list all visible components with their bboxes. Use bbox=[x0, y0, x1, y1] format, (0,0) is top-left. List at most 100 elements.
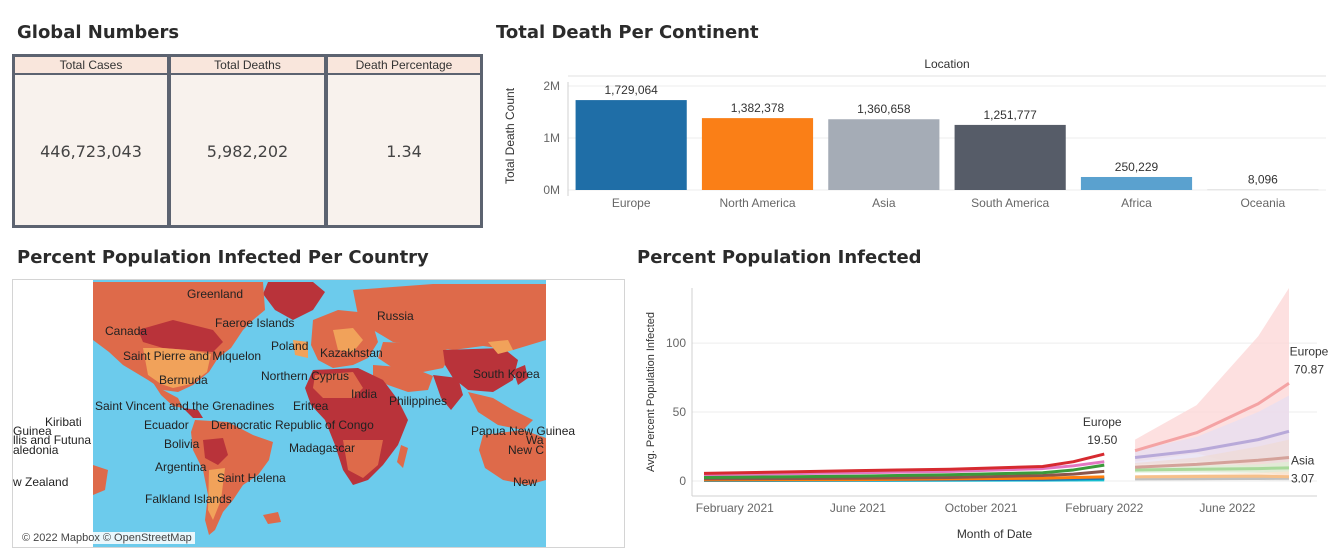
bar-oceania[interactable] bbox=[1207, 189, 1319, 191]
forecast-line[interactable] bbox=[1134, 382, 1290, 453]
map-labels: Greenland Faeroe Islands Russia Canada Polan… bbox=[13, 287, 575, 506]
series-line[interactable] bbox=[703, 460, 1105, 477]
uk-shape bbox=[293, 340, 308, 358]
map-label: Democratic Republic of Congo bbox=[211, 418, 374, 432]
map-label: llis and Futuna bbox=[13, 433, 91, 447]
map-label: Bermuda bbox=[159, 373, 208, 387]
forecast-line[interactable] bbox=[1135, 466, 1290, 472]
bar-value-label: 1,251,777 bbox=[983, 108, 1037, 122]
greenland-shape bbox=[263, 282, 325, 320]
india-shape bbox=[433, 375, 463, 410]
total-cases-value: 446,723,043 bbox=[40, 142, 142, 161]
bar-value-label: 250,229 bbox=[1115, 160, 1159, 174]
map-label: Saint Helena bbox=[217, 471, 286, 485]
bar-value-label: 8,096 bbox=[1248, 173, 1278, 187]
mongolia-shape bbox=[488, 340, 513, 354]
line-x-tick: June 2022 bbox=[1199, 501, 1255, 515]
annotation-label: Europe bbox=[1083, 415, 1122, 429]
bar-value-label: 1,382,378 bbox=[731, 101, 785, 115]
total-deaths-value: 5,982,202 bbox=[206, 142, 289, 161]
bar-south-america[interactable] bbox=[954, 124, 1066, 190]
death-percentage-value: 1.34 bbox=[386, 142, 422, 161]
map-label: aledonia bbox=[13, 443, 59, 457]
bar-category-label: Asia bbox=[872, 196, 896, 210]
madagascar-shape bbox=[397, 445, 408, 468]
series-line[interactable] bbox=[703, 463, 1105, 480]
forecast-line[interactable] bbox=[1135, 474, 1290, 479]
line-y-label: Avg. Percent Population Infected bbox=[645, 312, 657, 472]
map-label: Argentina bbox=[155, 460, 207, 474]
bar-europe[interactable] bbox=[575, 100, 687, 190]
death-percentage-header: Death Percentage bbox=[328, 54, 480, 75]
bar-category-label: South America bbox=[971, 196, 1049, 210]
line-x-tick: June 2021 bbox=[830, 501, 886, 515]
map-label: Madagascar bbox=[289, 441, 355, 455]
map-label: Guinea bbox=[13, 424, 52, 438]
bar-value-label: 1,729,064 bbox=[604, 83, 658, 97]
total-death-bar-chart: Location 0M 1M 2M Total Death Count 1,729,064… bbox=[503, 57, 1326, 210]
usa-shape bbox=[143, 348, 211, 388]
forecast-line[interactable] bbox=[1134, 456, 1290, 469]
bar-value-label: 1,360,658 bbox=[857, 102, 911, 116]
map-label: Ecuador bbox=[144, 418, 189, 432]
map-label: Falkland Islands bbox=[145, 492, 232, 506]
mexico-shape bbox=[148, 375, 183, 408]
annotation-value: 3.07 bbox=[1291, 472, 1315, 486]
map-label: New bbox=[513, 475, 537, 489]
bolivia-peru-shape bbox=[203, 438, 228, 465]
total-deaths-column: Total Deaths 5,982,202 bbox=[168, 54, 327, 228]
infection-map[interactable]: Greenland Faeroe Islands Russia Canada Polan… bbox=[12, 279, 625, 548]
central-america-shape bbox=[183, 408, 203, 418]
total-deaths-header: Total Deaths bbox=[171, 54, 324, 75]
line-x-label: Month of Date bbox=[957, 527, 1033, 541]
map-label: Papua New Guinea bbox=[471, 424, 575, 438]
forecast-line[interactable] bbox=[1134, 429, 1290, 460]
annotation-label: Europe bbox=[1290, 344, 1329, 358]
map-label: Kazakhstan bbox=[320, 346, 383, 360]
bar-asia[interactable] bbox=[828, 119, 940, 190]
forecast-band bbox=[1135, 395, 1289, 465]
canada-south-shape bbox=[138, 320, 223, 352]
central-europe-shape bbox=[333, 328, 363, 352]
southeast-asia-shape bbox=[468, 392, 533, 430]
bar-category-label: North America bbox=[719, 196, 795, 210]
north-africa-shape bbox=[313, 372, 363, 398]
global-numbers-title: Global Numbers bbox=[17, 22, 180, 43]
bar-north-america[interactable] bbox=[701, 118, 814, 190]
line-y-tick: 50 bbox=[673, 405, 687, 419]
map-label: Faeroe Islands bbox=[215, 316, 294, 330]
kazakhstan-shape bbox=[378, 342, 453, 372]
percent-infected-line-chart: 0 50 100 Avg. Percent Population Infected Fe… bbox=[645, 288, 1329, 541]
map-label: New C bbox=[508, 443, 544, 457]
map-attribution: © 2022 Mapbox © OpenStreetMap bbox=[19, 532, 195, 544]
bar-y-tick: 1M bbox=[543, 131, 560, 145]
korea-japan-shape bbox=[513, 365, 528, 385]
new-zealand-shape bbox=[93, 465, 108, 495]
line-x-tick: February 2022 bbox=[1065, 501, 1143, 515]
line-chart-title: Percent Population Infected bbox=[637, 247, 922, 268]
falkland-shape bbox=[263, 512, 281, 524]
map-label: Russia bbox=[377, 309, 414, 323]
total-cases-column: Total Cases 446,723,043 bbox=[12, 54, 170, 228]
map-title: Percent Population Infected Per Country bbox=[17, 247, 429, 268]
forecast-line[interactable] bbox=[1135, 476, 1290, 481]
map-label: Northern Cyprus bbox=[261, 369, 349, 383]
annotation-label: Asia bbox=[1291, 454, 1315, 468]
world-map[interactable]: Greenland Faeroe Islands Russia Canada Polan… bbox=[13, 280, 625, 548]
bar-y-label: Total Death Count bbox=[503, 87, 517, 184]
series-line[interactable] bbox=[703, 452, 1105, 475]
map-label: Kiribati bbox=[45, 415, 82, 429]
series-line[interactable] bbox=[703, 469, 1105, 481]
map-label: India bbox=[351, 387, 377, 401]
australia-shape bbox=[479, 430, 546, 485]
total-cases-header: Total Cases bbox=[15, 54, 167, 75]
bar-chart-header: Location bbox=[924, 57, 969, 71]
bar-africa[interactable] bbox=[1080, 176, 1193, 190]
death-percentage-column: Death Percentage 1.34 bbox=[325, 54, 483, 228]
line-y-tick: 100 bbox=[666, 336, 686, 350]
annotation-value: 70.87 bbox=[1294, 362, 1324, 376]
map-label: Poland bbox=[271, 339, 308, 353]
bar-category-label: Europe bbox=[612, 196, 651, 210]
line-x-tick: February 2021 bbox=[696, 501, 774, 515]
map-label: w Zealand bbox=[13, 475, 68, 489]
